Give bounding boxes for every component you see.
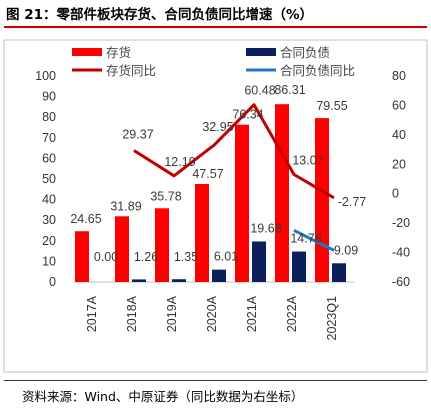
y-left-tick-label: 90 — [42, 90, 56, 104]
y-right-tick-label: -60 — [392, 275, 410, 289]
contract-liability-data-label: 0.00 — [94, 250, 118, 264]
y-left-tick-label: 40 — [42, 193, 56, 207]
inventory-data-label: 79.55 — [316, 99, 347, 113]
contract-liability-data-label: 9.09 — [334, 243, 358, 257]
y-left-tick-label: 50 — [42, 172, 56, 186]
inventory-yoy-data-label: 29.37 — [122, 127, 153, 141]
inventory-yoy-data-label: 60.48 — [244, 84, 275, 98]
legend-label: 合同负债 — [280, 45, 330, 60]
y-right-tick-label: -20 — [392, 216, 410, 230]
source-divider — [4, 380, 427, 381]
y-left-tick-label: 10 — [42, 254, 56, 268]
inventory-bar — [75, 231, 89, 282]
contract-liability-data-label: 14.78 — [290, 232, 321, 246]
y-right-tick-label: 60 — [392, 98, 406, 112]
x-category-label: 2019A — [165, 295, 179, 332]
inventory-yoy-data-label: 13.07 — [292, 153, 323, 167]
x-category-label: 2021A — [245, 295, 259, 332]
y-left-tick-label: 60 — [42, 151, 56, 165]
y-right-tick-label: -40 — [392, 246, 410, 260]
inventory-bar — [115, 216, 129, 282]
contract-liability-data-label: 6.01 — [214, 250, 238, 264]
title-bar — [4, 4, 427, 28]
inventory-bar — [195, 184, 209, 282]
inventory-bar — [235, 124, 249, 283]
contract-liability-bar — [332, 263, 346, 282]
x-category-label: 2023Q1 — [325, 296, 339, 341]
contract-liability-data-label: 1.26 — [134, 250, 158, 264]
contract-liability-data-label: 19.68 — [250, 221, 281, 235]
inventory-data-label: 86.31 — [274, 83, 305, 97]
x-category-label: 2018A — [125, 295, 139, 332]
contract-liability-bar — [252, 241, 266, 282]
legend-swatch — [72, 48, 102, 56]
contract-liability-data-label: 1.35 — [174, 250, 198, 264]
inventory-bar — [315, 118, 329, 282]
inventory-yoy-data-label: -2.77 — [338, 195, 367, 209]
figure-title: 图 21：零部件板块存货、合同负债同比增速（%） — [6, 7, 314, 23]
inventory-data-label: 76.34 — [232, 108, 263, 122]
y-left-tick-label: 80 — [42, 110, 56, 124]
inventory-yoy-data-label: 32.95 — [202, 120, 233, 134]
y-left-tick-label: 0 — [49, 275, 56, 289]
figure-source: 资料来源：Wind、中原证券（同比数据为右坐标） — [22, 389, 304, 404]
contract-liability-bar — [292, 251, 306, 282]
inventory-yoy-data-label: 12.19 — [164, 155, 195, 169]
contract-liability-yoy-line — [293, 229, 335, 252]
contract-liability-bar — [212, 269, 226, 282]
combo-chart: 0 10 20 30 40 50 60 70 80 90 100 -60 -40 -20 0 20 40 60 80… — [3, 39, 428, 373]
x-category-label: 2022A — [285, 295, 299, 332]
contract-liability-bar — [172, 279, 186, 282]
inventory-bar — [275, 104, 289, 282]
inventory-data-label: 31.89 — [110, 199, 141, 213]
y-left-tick-label: 70 — [42, 131, 56, 145]
legend-swatch — [246, 48, 276, 56]
y-right-tick-label: 40 — [392, 128, 406, 142]
contract-liability-bar — [132, 279, 146, 282]
y-right-tick-label: 0 — [392, 187, 399, 201]
legend-label: 存货同比 — [106, 63, 156, 78]
inventory-data-label: 35.78 — [150, 189, 181, 203]
chart-frame — [3, 39, 428, 373]
inventory-data-label: 47.57 — [192, 167, 223, 181]
x-category-label: 2017A — [85, 295, 99, 332]
inventory-yoy-line — [133, 103, 335, 200]
inventory-data-label: 24.65 — [70, 212, 101, 226]
y-left-tick-label: 30 — [42, 213, 56, 227]
inventory-bar — [155, 208, 169, 282]
y-left-tick-label: 100 — [35, 69, 56, 83]
y-right-tick-label: 20 — [392, 157, 406, 171]
x-category-label: 2020A — [205, 295, 219, 332]
y-right-tick-label: 80 — [392, 69, 406, 83]
y-left-tick-label: 20 — [42, 234, 56, 248]
legend-label: 存货 — [106, 45, 131, 60]
legend-label: 合同负债同比 — [280, 63, 355, 78]
